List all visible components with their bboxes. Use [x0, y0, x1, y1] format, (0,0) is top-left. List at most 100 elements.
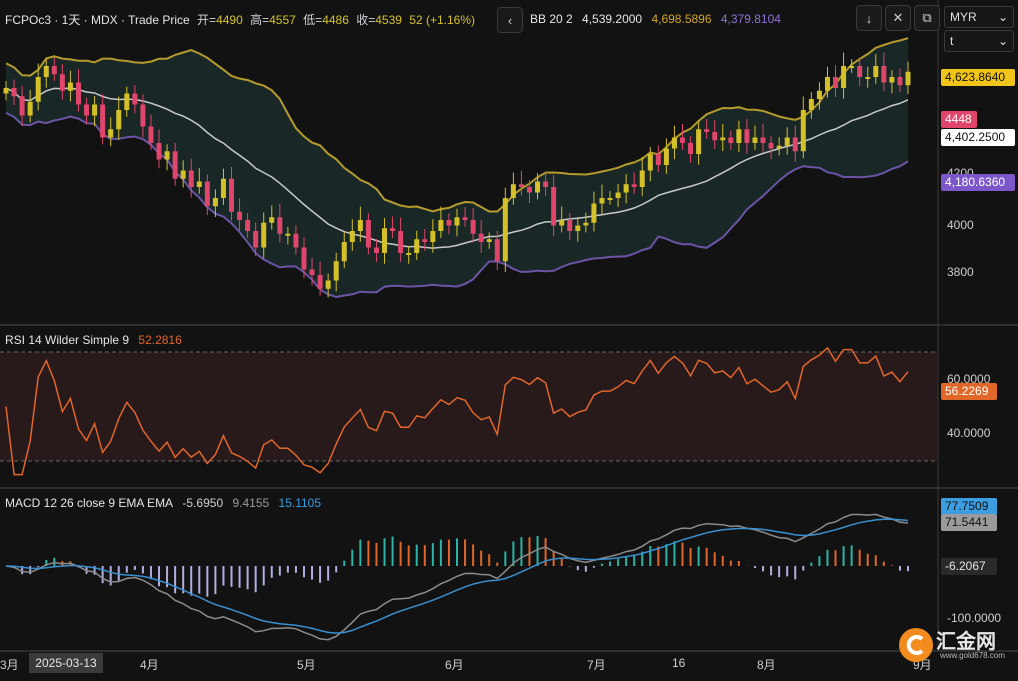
candle-body [398, 231, 404, 253]
bb-label: BB 20 2 4,539.2000 4,698.5896 4,379.8104 [530, 11, 781, 27]
fullscreen-icon[interactable]: ⧉ [914, 5, 940, 31]
candle-body [382, 228, 388, 253]
candle-body [671, 137, 677, 149]
candle-body [341, 242, 347, 262]
candle-body [559, 220, 565, 226]
time-label-mar: 3月 [0, 658, 19, 672]
candle-body [43, 66, 49, 77]
time-label-may: 5月 [297, 658, 316, 672]
rsi-line [5, 346, 909, 476]
candle-body [575, 225, 581, 231]
rsi-name: RSI 14 Wilder Simple 9 [5, 333, 130, 347]
candle-body [365, 220, 371, 248]
candle-body [736, 129, 742, 143]
candle-body [720, 137, 726, 141]
macd-label: MACD 12 26 close 9 EMA EMA -5.6950 9.415… [5, 496, 321, 510]
candle-body [760, 137, 766, 143]
candle-body [301, 247, 307, 270]
candle-body [180, 170, 186, 179]
scale-select[interactable]: t ⌄ [944, 30, 1014, 52]
candle-body [333, 261, 339, 281]
candle-body [253, 231, 259, 248]
candle-body [824, 77, 830, 91]
open-label: 开= [197, 13, 217, 27]
candle-body [3, 88, 9, 94]
currency-select[interactable]: MYR ⌄ [944, 6, 1014, 28]
chevron-down-icon: ⌄ [997, 34, 1008, 48]
arrow-down-icon[interactable]: ↓ [856, 5, 882, 31]
candle-body [808, 99, 814, 110]
candle-body [220, 178, 226, 198]
macd-hist-value: -5.6950 [182, 496, 224, 510]
macd-signal-tag: 77.7509 [941, 498, 997, 515]
candle-body [849, 66, 855, 68]
candle-body [857, 66, 863, 77]
candle-body [680, 137, 685, 143]
rsi-label: RSI 14 Wilder Simple 9 52.2816 [5, 333, 182, 347]
candle-body [518, 184, 524, 187]
watermark-logo: 汇金网 www.gold678.com [896, 625, 1018, 665]
candle-body [623, 184, 629, 193]
candle-body [800, 110, 806, 152]
candle-body [486, 239, 492, 242]
candle-body [833, 77, 839, 88]
candle-body [816, 90, 822, 99]
candle-body [196, 181, 202, 187]
bb-upper-line [5, 37, 909, 213]
candle-body [349, 231, 355, 242]
candle-body [84, 104, 90, 116]
bb-mid-value: 4,539.2000 [582, 12, 643, 26]
macd-tick: -100.0000 [947, 611, 1002, 625]
candle-body [510, 184, 516, 198]
candle-body [277, 217, 283, 234]
candle-body [551, 187, 557, 226]
rsi-tag: 56.2269 [941, 383, 997, 400]
candle-body [543, 181, 549, 187]
candle-body [11, 88, 17, 97]
currency-value: MYR [950, 10, 977, 24]
candle-body [245, 220, 251, 231]
bb-mid-line [5, 87, 909, 249]
macd-signal-value: 15.1105 [278, 496, 322, 510]
candle-body [204, 181, 210, 207]
candle-body [108, 129, 114, 138]
candle-body [744, 129, 750, 143]
collapse-icon[interactable]: ✕ [885, 5, 911, 31]
candle-body [478, 233, 484, 242]
candle-body [35, 77, 41, 102]
candle-body [728, 137, 734, 143]
candle-body [406, 253, 412, 255]
candle-body [373, 247, 379, 253]
high-value: 4557 [269, 13, 296, 27]
candle-body [663, 148, 669, 165]
price-tick-3800: 3800 [947, 265, 974, 279]
chart-header: FCPOc3 · 1天 · MDX · Trade Price 开=4490 高… [5, 11, 479, 28]
candle-body [357, 220, 363, 231]
candle-body [285, 233, 291, 236]
candle-body [212, 198, 218, 207]
candle-body [865, 77, 871, 79]
candle-body [841, 66, 847, 88]
bb-upper-tag: 4,623.8640 [941, 69, 1015, 86]
candle-body [639, 170, 645, 187]
price-tick-4000: 4000 [947, 218, 974, 232]
rsi-value: 52.2816 [138, 333, 182, 347]
candle-body [67, 82, 73, 91]
chevron-left-icon[interactable]: ‹ [497, 7, 523, 33]
candle-body [583, 222, 589, 226]
time-label-apr: 4月 [140, 658, 159, 672]
candle-body [414, 239, 420, 253]
time-label-jul: 7月 [587, 658, 606, 672]
candle-body [148, 126, 154, 143]
bb-mid-tag: 4,402.2500 [941, 129, 1015, 146]
candle-body [494, 239, 500, 262]
candle-body [237, 211, 243, 220]
macd-line-value: 9.4155 [232, 496, 270, 510]
candle-body [615, 192, 621, 198]
macd-hist-tag: -6.2067 [941, 558, 997, 575]
open-value: 4490 [216, 13, 243, 27]
candle-body [881, 66, 887, 83]
candle-body [470, 220, 476, 234]
candle-body [19, 96, 25, 116]
